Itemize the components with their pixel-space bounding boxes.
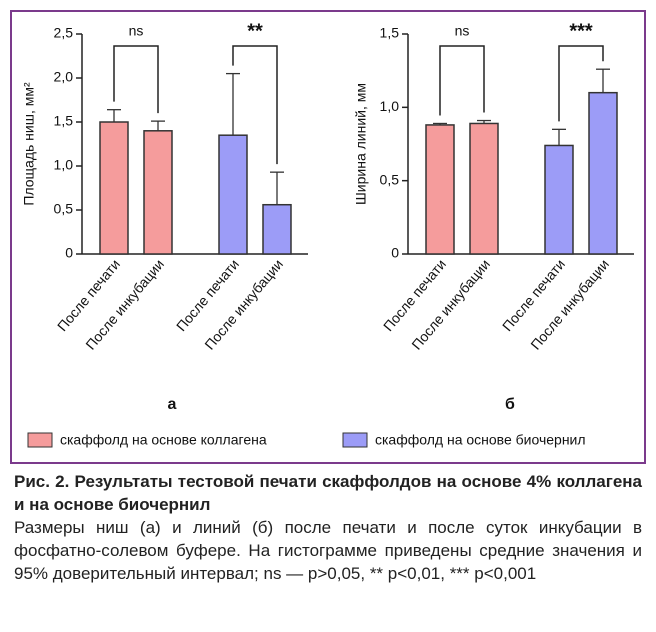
y-tick-label: 2,5 [54, 25, 74, 41]
significance-bracket [113, 45, 159, 114]
y-tick-label: 0 [65, 245, 73, 261]
y-tick-label: 0 [391, 245, 399, 261]
caption-title: Рис. 2. Результаты тестовой печати скафф… [14, 472, 642, 514]
y-tick-label: 1,5 [380, 25, 400, 41]
y-tick-label: 1,5 [54, 113, 74, 129]
bar [588, 91, 618, 255]
significance-label: ns [455, 23, 470, 39]
x-tick-label: После инкубации [82, 256, 167, 353]
y-axis-label: Ширина линий, мм [353, 83, 369, 205]
caption: Рис. 2. Результаты тестовой печати скафф… [14, 470, 642, 585]
significance-bracket [558, 45, 604, 122]
bar [544, 144, 574, 255]
x-tick-label: После инкубации [527, 256, 612, 353]
x-tick-label: После инкубации [201, 256, 286, 353]
y-tick-label: 0,5 [54, 201, 74, 217]
bar [143, 130, 173, 255]
x-tick-label: После инкубации [408, 256, 493, 353]
legend-label: скаффолд на основе коллагена [60, 432, 267, 448]
bar [425, 124, 455, 255]
bar [262, 203, 292, 255]
chart-label: а [168, 396, 177, 413]
significance-label: *** [569, 20, 593, 42]
y-tick-label: 1,0 [54, 157, 74, 173]
y-tick-label: 2,0 [54, 69, 74, 85]
y-tick-label: 0,5 [380, 171, 400, 187]
bar [469, 122, 499, 255]
caption-text: Размеры ниш (а) и линий (б) после печати… [14, 518, 642, 583]
frame [10, 10, 646, 464]
chart-label: б [505, 396, 515, 413]
bar [218, 134, 248, 255]
significance-bracket [232, 45, 278, 165]
legend-swatch [27, 432, 53, 448]
bar [99, 121, 129, 255]
legend-label: скаффолд на основе биочернил [375, 432, 586, 448]
significance-label: ** [247, 20, 263, 42]
significance-bracket [439, 45, 485, 116]
significance-label: ns [129, 23, 144, 39]
y-axis-label: Площадь ниш, мм² [21, 82, 37, 206]
y-tick-label: 1,0 [380, 98, 400, 114]
legend-swatch [342, 432, 368, 448]
